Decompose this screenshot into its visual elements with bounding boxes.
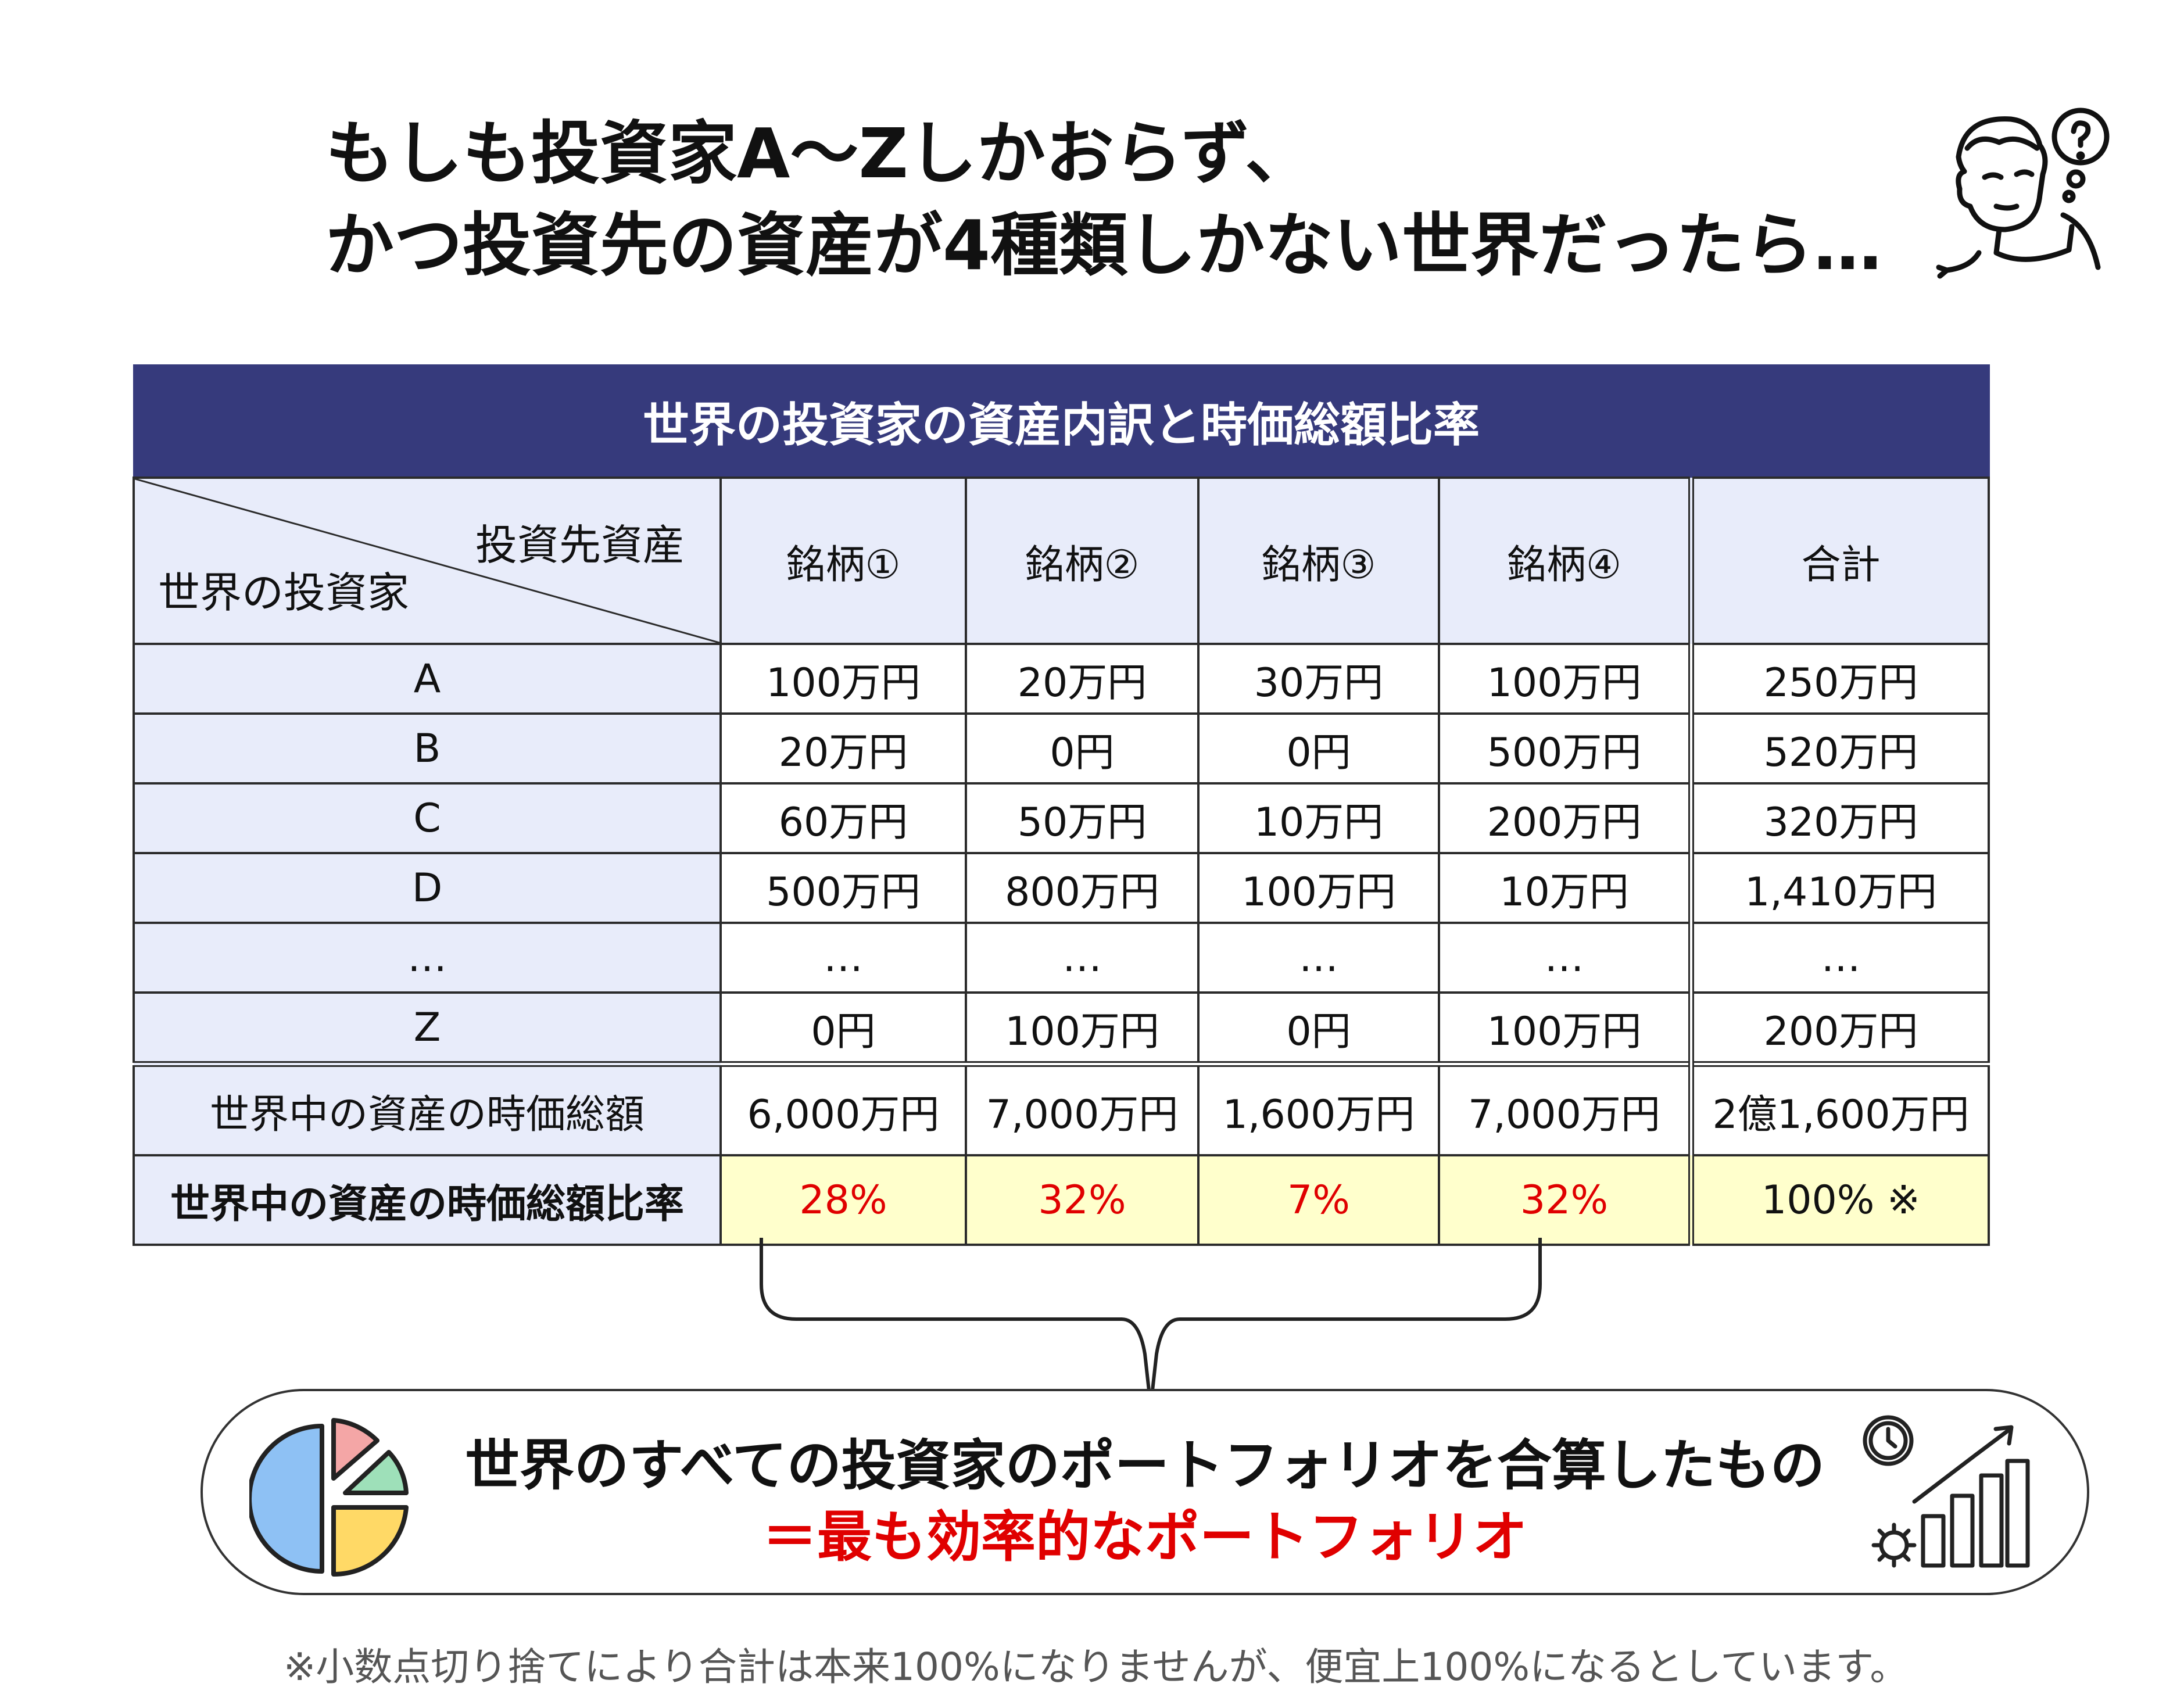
table-cell-total: 1,410万円 <box>1688 852 1990 924</box>
ratio-row: 世界中の資産の時価総額比率 28% 32% 7% 32% 100% ※ <box>133 1154 1990 1246</box>
table-row: C 60万円 50万円 10万円 200万円 320万円 <box>133 782 1990 854</box>
corner-bottom-label: 世界の投資家 <box>158 568 410 617</box>
table-row: Z 0円 100万円 0円 100万円 200万円 <box>133 991 1990 1065</box>
market-cap-cell: 7,000万円 <box>1438 1061 1692 1156</box>
table-cell: 100万円 <box>1197 852 1440 924</box>
row-label: D <box>133 852 722 924</box>
market-cap-label: 世界中の資産の時価総額 <box>133 1061 722 1156</box>
table-row: D 500万円 800万円 100万円 10万円 1,410万円 <box>133 852 1990 924</box>
headline: もしも投資家A〜Zしかおらず、 かつ投資先の資産が4種類しかない世界だったら… <box>325 108 1882 291</box>
row-label: … <box>133 922 722 994</box>
corner-header: 投資先資産 世界の投資家 <box>133 477 722 645</box>
ratio-label: 世界中の資産の時価総額比率 <box>133 1154 722 1246</box>
table-cell: … <box>719 922 967 994</box>
column-header: 銘柄③ <box>1197 477 1440 645</box>
table-cell: 10万円 <box>1438 852 1692 924</box>
row-label: B <box>133 712 722 785</box>
table-row: … … … … … … <box>133 922 1990 994</box>
table-cell-total: 320万円 <box>1688 782 1990 854</box>
table-cell: 30万円 <box>1197 643 1440 715</box>
table-cell-total: 200万円 <box>1688 991 1990 1065</box>
row-label: A <box>133 643 722 715</box>
table-cell: 50万円 <box>965 782 1200 854</box>
headline-line-2: かつ投資先の資産が4種類しかない世界だったら… <box>325 205 1882 285</box>
column-header: 銘柄② <box>965 477 1200 645</box>
brace-connector <box>760 1238 1542 1406</box>
table-cell: 0円 <box>1197 991 1440 1065</box>
table-cell: 20万円 <box>965 643 1200 715</box>
ratio-cell: 32% <box>965 1154 1200 1246</box>
pie-chart-icon <box>249 1418 409 1577</box>
row-label: C <box>133 782 722 854</box>
table-cell: 500万円 <box>719 852 967 924</box>
table-cell-total: … <box>1688 922 1990 994</box>
table-cell: 100万円 <box>719 643 967 715</box>
table-cell: 100万円 <box>1438 991 1692 1065</box>
table-cell: … <box>1197 922 1440 994</box>
table-cell: 100万円 <box>1438 643 1692 715</box>
corner-top-label: 投資先資産 <box>475 521 685 569</box>
table-title: 世界の投資家の資産内訳と時価総額比率 <box>133 364 1990 479</box>
investor-asset-table: 世界の投資家の資産内訳と時価総額比率 投資先資産 世界の投資家 銘柄① 銘柄② … <box>133 364 1990 1246</box>
table-cell: 0円 <box>719 991 967 1065</box>
column-header-total: 合計 <box>1688 477 1990 645</box>
row-label: Z <box>133 991 722 1065</box>
headline-line-1: もしも投資家A〜Zしかおらず、 <box>325 113 1314 194</box>
market-cap-cell: 7,000万円 <box>965 1061 1200 1156</box>
table-cell: 200万円 <box>1438 782 1692 854</box>
table-row: A 100万円 20万円 30万円 100万円 250万円 <box>133 643 1990 715</box>
ratio-cell: 28% <box>719 1154 967 1246</box>
table-cell-total: 520万円 <box>1688 712 1990 785</box>
table-cell: 0円 <box>1197 712 1440 785</box>
conclusion-callout: 世界のすべての投資家のポートフォリオを合算したもの ＝最も効率的なポートフォリオ <box>201 1389 2089 1595</box>
footnote: ※小数点切り捨てにより合計は本来100%になりませんが、便宜上100%になるとし… <box>284 1645 1909 1689</box>
ratio-cell: 32% <box>1438 1154 1692 1246</box>
ratio-cell: 7% <box>1197 1154 1440 1246</box>
table-cell: … <box>1438 922 1692 994</box>
callout-line-1: 世界のすべての投資家のポートフォリオを合算したもの <box>465 1434 1825 1498</box>
table-cell: 500万円 <box>1438 712 1692 785</box>
table-cell: 800万円 <box>965 852 1200 924</box>
market-cap-total: 2億1,600万円 <box>1688 1061 1990 1156</box>
column-header: 銘柄④ <box>1438 477 1692 645</box>
table-cell: 10万円 <box>1197 782 1440 854</box>
table-cell: 60万円 <box>719 782 967 854</box>
callout-line-2: ＝最も効率的なポートフォリオ <box>762 1506 1527 1569</box>
table-cell: 20万円 <box>719 712 967 785</box>
market-cap-cell: 1,600万円 <box>1197 1061 1440 1156</box>
table-cell: … <box>965 922 1200 994</box>
table-cell: 100万円 <box>965 991 1200 1065</box>
growth-chart-gear-icon <box>1863 1415 2030 1568</box>
table-cell-total: 250万円 <box>1688 643 1990 715</box>
table-cell: 0円 <box>965 712 1200 785</box>
ratio-total: 100% ※ <box>1688 1154 1990 1246</box>
corner-diagonal <box>135 479 719 643</box>
market-cap-row: 世界中の資産の時価総額 6,000万円 7,000万円 1,600万円 7,00… <box>133 1061 1990 1156</box>
thinking-person-icon <box>1936 108 2110 279</box>
market-cap-cell: 6,000万円 <box>719 1061 967 1156</box>
column-header: 銘柄① <box>719 477 967 645</box>
table-row: B 20万円 0円 0円 500万円 520万円 <box>133 712 1990 785</box>
